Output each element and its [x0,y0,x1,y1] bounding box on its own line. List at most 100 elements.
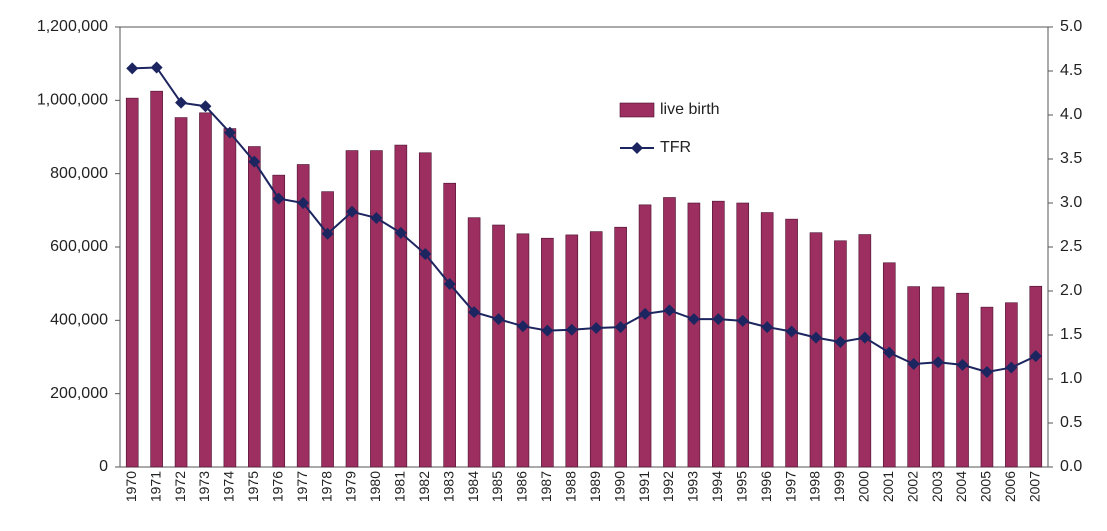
x-tick-label: 1974 [221,471,237,502]
bar [272,174,286,468]
marker [370,211,383,224]
y-tick-label: 200,000 [50,385,108,402]
bar [736,202,750,468]
bar [712,200,725,468]
marker [175,96,188,109]
legend-marker [631,142,643,154]
marker [419,248,432,261]
bar [956,292,969,468]
bar [125,97,139,468]
marker [1029,350,1042,363]
y2-tick-label: 1.5 [1060,326,1082,343]
y2-tick-label: 4.0 [1060,106,1082,123]
marker [492,313,505,326]
y2-tick-label: 4.5 [1060,62,1082,79]
x-tick-label: 1989 [587,471,603,502]
marker [712,313,725,326]
y-tick-label: 1,000,000 [37,92,108,109]
x-tick-label: 1976 [269,471,285,502]
bar [345,150,359,468]
marker [980,365,993,378]
marker [639,307,652,320]
marker [810,331,822,344]
y-tick-label: 0 [99,458,108,475]
bar [321,191,334,468]
x-tick-label: 1978 [318,471,334,502]
marker [272,192,285,205]
bar [296,164,310,468]
bar [443,182,456,468]
bar [467,217,481,468]
marker [907,358,920,371]
x-tick-label: 1975 [245,471,261,502]
y-tick-label: 400,000 [50,312,108,329]
marker [565,323,578,336]
marker [223,126,236,139]
x-tick-label: 1986 [514,471,530,502]
x-tick-label: 1995 [733,471,749,502]
x-tick-label: 1977 [294,471,310,502]
y2-tick-label: 0.0 [1060,458,1082,475]
marker [614,321,627,334]
marker [150,61,163,74]
y2-tick-label: 3.5 [1060,150,1082,167]
y2-tick-label: 5.0 [1060,18,1082,35]
x-tick-label: 1972 [172,471,188,502]
x-tick-label: 1973 [196,471,212,502]
x-tick-label: 2005 [978,471,994,502]
x-tick-label: 2001 [880,471,896,502]
x-tick-label: 1971 [147,471,163,502]
x-tick-label: 2002 [904,471,920,502]
marker [443,277,456,290]
marker [883,346,896,359]
x-tick-label: 2004 [953,471,969,502]
marker [199,100,212,113]
bar [785,218,798,468]
y2-tick-label: 2.5 [1060,238,1082,255]
marker [1005,361,1018,374]
x-tick-label: 2007 [1026,471,1042,502]
x-tick-label: 1985 [489,471,505,502]
bar [858,234,872,468]
bar [223,128,237,468]
bar [418,152,432,468]
bar [614,226,627,468]
marker [248,155,261,168]
legend-label: TFR [660,139,691,156]
x-tick-label: 1991 [636,471,652,502]
legend-label: live birth [660,101,720,118]
marker [516,320,529,333]
marker [736,314,749,327]
bar [809,232,823,468]
bar [834,240,847,468]
marker [858,331,871,344]
x-tick-label: 1999 [831,471,847,502]
x-tick-label: 1992 [660,471,676,502]
bar [516,233,530,468]
bar [931,286,945,468]
legend-swatch [619,102,655,118]
marker [468,306,481,319]
bar [370,150,383,468]
y-tick-label: 1,200,000 [37,18,108,35]
bar [150,90,163,468]
y2-tick-label: 0.5 [1060,414,1082,431]
x-tick-label: 1990 [611,471,627,502]
marker [687,313,700,326]
marker [126,62,139,75]
x-tick-label: 1997 [782,471,798,502]
y2-tick-label: 3.0 [1060,194,1082,211]
bar [541,237,554,468]
bar [980,306,994,468]
marker [761,321,774,334]
bar [1029,285,1043,468]
y-tick-label: 800,000 [50,165,108,182]
x-tick-label: 1993 [685,471,701,502]
x-tick-label: 2006 [1002,471,1018,502]
marker [663,304,676,317]
marker [394,226,407,239]
y2-tick-label: 1.0 [1060,370,1082,387]
marker [541,324,554,337]
x-tick-label: 1996 [758,471,774,502]
x-tick-label: 1981 [392,471,408,502]
